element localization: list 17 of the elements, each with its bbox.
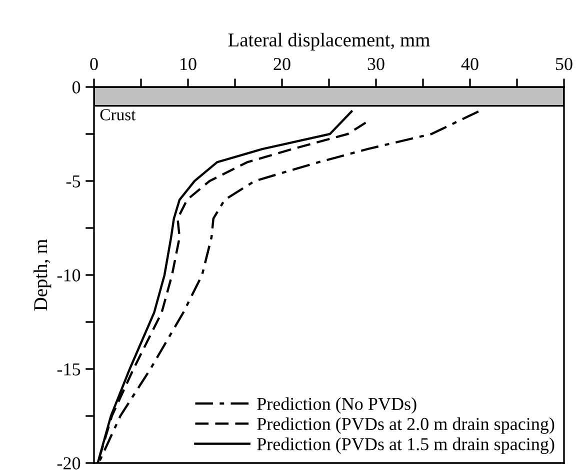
legend-label: Prediction (PVDs at 1.5 m drain spacing) — [257, 438, 554, 454]
y-tick-label: 0 — [72, 81, 80, 94]
band-label: Crust — [100, 109, 136, 120]
y-tick-label: -20 — [57, 457, 80, 470]
x-tick-label: 50 — [556, 58, 572, 70]
x-tick-label: 40 — [461, 58, 478, 70]
x-tick-label: 10 — [180, 58, 196, 70]
y-tick-label: -15 — [57, 363, 80, 376]
x-tick-label: 30 — [368, 58, 384, 70]
legend-label: Prediction (No PVDs) — [257, 397, 416, 414]
y-axis-title: Depth, m — [34, 239, 52, 311]
legend-label: Prediction (PVDs at 2.0 m drain spacing) — [257, 417, 554, 434]
x-tick-label: 20 — [274, 58, 290, 70]
y-tick-label: -5 — [66, 175, 80, 188]
x-axis-title: Lateral displacement, mm — [228, 32, 430, 50]
y-tick-label: -10 — [57, 269, 80, 282]
x-tick-label: 0 — [90, 58, 98, 70]
